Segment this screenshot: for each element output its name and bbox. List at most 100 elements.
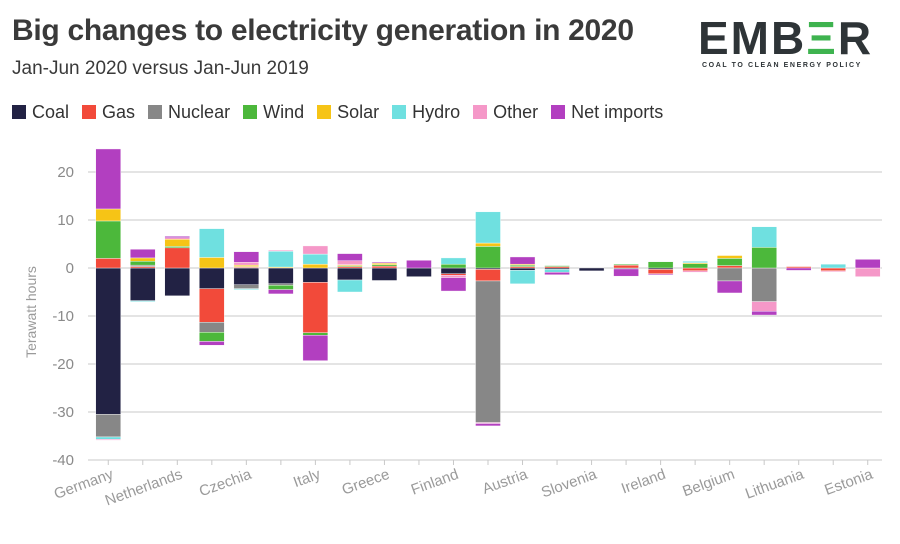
bar-segment-wind (440, 263, 467, 269)
legend-item-nuclear: Nuclear (148, 102, 230, 123)
bar-segment-coal (95, 267, 121, 415)
bar-segment-gas (440, 273, 467, 276)
y-tick-label: -10 (52, 308, 74, 325)
bar-segment-coal (544, 267, 570, 270)
ember-logo: EMBΞR COAL TO CLEAN ENERGY POLICY (698, 12, 888, 74)
bar-segment-hydro (130, 300, 156, 302)
bar-segment-net-imports (751, 311, 777, 316)
bar-segment-nuclear (233, 284, 260, 289)
bar-segment-wind (544, 265, 570, 267)
bar-segment-gas (544, 266, 570, 269)
bar-segment-solar (475, 242, 501, 247)
bar-segment-gas (302, 282, 329, 333)
bar-segment-gas (716, 265, 743, 269)
bar-segment-coal (371, 267, 398, 281)
bar-segment-other (751, 301, 777, 312)
x-tick-label: Austria (480, 466, 530, 498)
legend-swatch (148, 105, 163, 119)
bar-segment-wind (371, 264, 398, 267)
legend-swatch (551, 105, 566, 119)
bar-segment-other (440, 275, 467, 278)
bar-segment-wind (95, 220, 121, 259)
x-tick-label: Lithuania (743, 466, 807, 503)
y-tick-label: 10 (57, 212, 74, 229)
bar-segment-hydro (544, 269, 570, 273)
bar-segment-wind (268, 285, 294, 290)
legend-label: Hydro (412, 101, 461, 122)
bar-segment-coal (268, 267, 294, 285)
bar-segment-hydro (475, 211, 501, 244)
bar-segment-hydro (820, 263, 846, 269)
bar-segment-coal (130, 267, 156, 301)
bar-segment-net-imports (233, 251, 260, 263)
legend-label: Net imports (571, 101, 664, 122)
bar-segment-wind (509, 264, 536, 267)
bar-segment-gas (647, 269, 674, 274)
bar-segment-solar (716, 255, 743, 259)
logo-tagline: COAL TO CLEAN ENERGY POLICY (702, 62, 862, 69)
bar-segment-wind (647, 261, 674, 269)
logo-word-end: R (837, 12, 874, 64)
legend-label: Other (493, 101, 539, 122)
bar-segment-gas (820, 267, 846, 272)
bar-segment-net-imports (371, 262, 398, 264)
bar-segment-solar (130, 257, 156, 262)
bar-segment-hydro (95, 436, 121, 440)
x-tick-label: Ireland (619, 466, 668, 498)
bar-segment-hydro (440, 257, 467, 265)
legend-swatch (243, 105, 258, 119)
legend-item-gas: Gas (82, 102, 135, 123)
bar-segment-gas (785, 266, 812, 269)
bar-segment-coal (509, 267, 536, 271)
legend-label: Coal (32, 101, 70, 122)
bar-segment-gas (509, 266, 536, 269)
x-tick-label: Slovenia (539, 466, 600, 502)
bar-segment-coal (440, 267, 467, 274)
bar-segment-wind (751, 247, 777, 269)
chart-subtitle: Jan-Jun 2020 versus Jan-Jun 2019 (12, 58, 309, 79)
bar-segment-net-imports (95, 148, 121, 210)
legend-label: Wind (263, 101, 305, 122)
bar-segment-hydro (233, 288, 260, 290)
bar-segment-solar (199, 257, 225, 269)
bar-segment-nuclear (268, 283, 294, 286)
bar-segment-net-imports (475, 423, 501, 427)
bar-segment-solar (302, 263, 329, 269)
bar-segment-hydro (337, 279, 363, 293)
bar-segment-net-imports (855, 259, 881, 269)
bar-segment-net-imports (130, 249, 156, 259)
bar-segment-net-imports (406, 260, 432, 269)
bar-segment-gas (682, 267, 708, 272)
legend-swatch (12, 105, 26, 119)
bar-segment-wind (613, 263, 639, 266)
bar-segment-hydro (751, 226, 777, 248)
bar-segment-gas (613, 264, 639, 269)
y-tick-label: 20 (57, 164, 74, 181)
chart-legend: Coal Gas Nuclear Wind Solar Hydro Other Net imp… (12, 100, 676, 124)
bar-segment-hydro (268, 250, 294, 268)
bar-segment-gas (199, 288, 225, 323)
y-tick-label: 0 (66, 260, 74, 277)
bar-segment-net-imports (716, 280, 743, 294)
bar-segment-nuclear (95, 414, 121, 438)
bar-segment-other (337, 260, 363, 265)
bar-segment-wind (302, 332, 329, 336)
bar-segment-net-imports (337, 253, 363, 262)
legend-item-solar: Solar (317, 102, 379, 123)
bar-segment-gas (95, 258, 121, 269)
x-tick-label: Netherlands (103, 466, 185, 510)
bar-segment-nuclear (199, 322, 225, 333)
bar-segment-nuclear (130, 264, 156, 267)
bar-segment-net-imports (440, 277, 467, 292)
bar-segment-net-imports (509, 256, 536, 265)
legend-item-wind: Wind (243, 102, 304, 123)
bar-segment-net-imports (199, 341, 225, 346)
x-tick-label: Greece (340, 466, 392, 499)
logo-wordmark: EMBΞR (698, 12, 873, 64)
bar-segment-other (302, 245, 329, 255)
bar-segment-coal (578, 267, 605, 272)
bar-segment-hydro (199, 228, 225, 258)
legend-swatch (317, 105, 332, 119)
bar-segment-hydro (509, 270, 536, 285)
bar-segment-gas (371, 265, 398, 269)
